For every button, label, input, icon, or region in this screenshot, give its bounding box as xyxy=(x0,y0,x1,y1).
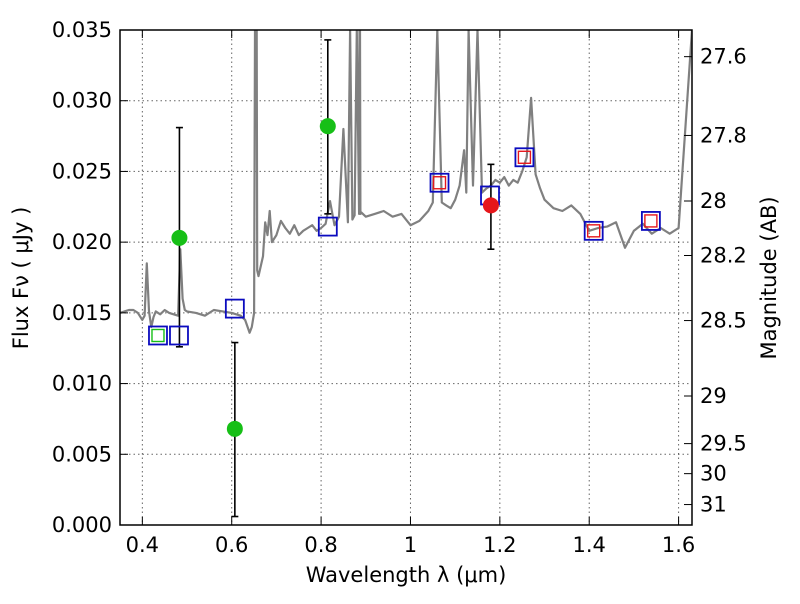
model-box-layer xyxy=(148,147,661,346)
model-box xyxy=(514,147,535,168)
model-box-inner xyxy=(151,328,165,343)
y-tick-label: 0.020 xyxy=(52,230,112,254)
model-box-inner xyxy=(432,176,447,190)
y2-tick-label: 27.8 xyxy=(700,123,747,147)
y2-tick-label: 29.5 xyxy=(700,432,747,456)
y2-tick-label: 28.5 xyxy=(700,309,747,333)
green-point xyxy=(319,118,336,135)
model-box xyxy=(583,220,604,241)
y2-tick-label: 28 xyxy=(700,189,727,213)
model-box-inner xyxy=(586,224,601,238)
y-tick-label: 0.005 xyxy=(52,442,112,466)
y2-tick-label: 27.6 xyxy=(700,45,747,69)
model-box xyxy=(317,216,338,237)
model-box xyxy=(169,325,189,346)
model-box xyxy=(429,172,450,193)
y-tick-label: 0.030 xyxy=(52,89,112,113)
x-tick-label: 0.4 xyxy=(126,533,159,557)
plot-frame xyxy=(119,29,693,526)
x-tick-label: 0.6 xyxy=(215,533,248,557)
green-point xyxy=(226,420,243,437)
y-tick-label: 0.015 xyxy=(52,301,112,325)
y-tick-label: 0.000 xyxy=(52,513,112,537)
y2-axis-title: Magnitude (AB) xyxy=(757,196,781,359)
spectrum-layer xyxy=(120,30,692,334)
y-tick-label: 0.035 xyxy=(52,18,112,42)
y2-tick-label: 30 xyxy=(700,462,727,486)
x-tick-label: 1.6 xyxy=(662,533,695,557)
red-point xyxy=(482,197,499,214)
errorbar-layer xyxy=(175,39,495,518)
green-point xyxy=(171,229,188,246)
y-axis-title: Flux Fν ( μJy ) xyxy=(9,207,33,350)
model-box xyxy=(224,298,245,319)
model-box xyxy=(148,325,168,346)
x-tick-label: 0.8 xyxy=(304,533,337,557)
y2-tick-label: 29 xyxy=(700,384,727,408)
x-tick-label: 1.4 xyxy=(573,533,606,557)
model-box-inner xyxy=(644,214,658,228)
y2-tick-label: 31 xyxy=(700,493,727,517)
tick-layer: 0.4 0.6 0.8 1 1.2 1.4 1.6 0.000 0.005 0.010 0.015 0… xyxy=(52,18,747,557)
model-box-inner xyxy=(517,150,532,164)
y-tick-label: 0.025 xyxy=(52,159,112,183)
model-box xyxy=(640,211,661,231)
x-axis-title: Wavelength λ (μm) xyxy=(306,563,507,587)
data-point-layer xyxy=(171,118,499,437)
y-tick-label: 0.010 xyxy=(52,372,112,396)
y2-tick-label: 28.2 xyxy=(700,243,747,267)
x-tick-label: 1.2 xyxy=(483,533,516,557)
grid-lines xyxy=(120,29,692,526)
x-tick-label: 1 xyxy=(404,533,417,557)
spectrum-line xyxy=(120,30,692,334)
